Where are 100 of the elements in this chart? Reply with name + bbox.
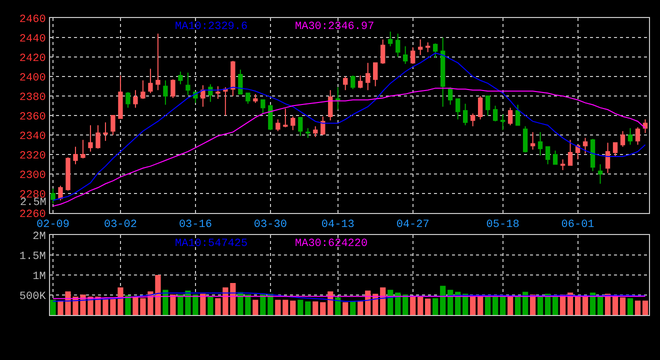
candlestick <box>388 31 393 47</box>
bar <box>448 290 454 315</box>
bar <box>208 296 214 315</box>
candlestick <box>508 107 513 126</box>
candlestick <box>73 146 78 165</box>
bar <box>290 300 296 315</box>
candlestick <box>522 126 528 154</box>
y-tick-label: 500K <box>19 290 46 303</box>
y-tick-label: 2380 <box>19 92 46 104</box>
candlestick <box>426 42 430 53</box>
bar <box>500 296 506 315</box>
bar <box>440 286 446 315</box>
candlestick <box>590 138 596 172</box>
candlestick <box>635 126 640 146</box>
bar <box>574 296 581 315</box>
candlestick <box>492 105 498 122</box>
y-tick-label: 2400 <box>19 72 46 84</box>
bar <box>620 297 626 315</box>
candlestick <box>410 46 416 64</box>
candlestick <box>620 130 626 148</box>
bar <box>627 298 634 315</box>
candlestick <box>306 128 310 138</box>
y-tick-label: 2340 <box>19 130 46 143</box>
bar <box>508 296 514 315</box>
y-tick-label: 2360 <box>19 111 46 124</box>
bar <box>612 296 618 315</box>
bar <box>590 292 596 315</box>
candlestick <box>50 188 56 204</box>
bar <box>395 292 401 315</box>
candlestick <box>178 71 183 85</box>
bar <box>388 290 394 315</box>
bar <box>402 294 408 315</box>
y-tick-label: 1.5M <box>19 250 46 263</box>
candlestick <box>163 80 168 106</box>
bar <box>342 302 348 315</box>
line-series <box>52 52 646 201</box>
candlestick <box>343 76 348 91</box>
candlestick <box>238 69 243 95</box>
bar <box>50 300 56 315</box>
candlestick <box>568 139 573 166</box>
bar <box>418 296 424 315</box>
candlestick <box>598 164 603 184</box>
candlestick <box>110 115 116 136</box>
y-tick-label: 2460 <box>19 14 46 26</box>
bar <box>200 294 206 315</box>
candlestick <box>230 60 236 96</box>
text: MA10:547425 <box>175 238 248 250</box>
x-tick-label: 03-30 <box>254 219 287 232</box>
candlestick <box>66 156 70 192</box>
candlestick <box>470 113 476 127</box>
x-tick-label: 03-02 <box>104 219 137 232</box>
candlestick <box>485 96 490 116</box>
bar <box>492 296 498 315</box>
bar <box>597 296 604 315</box>
candlestick <box>80 139 86 159</box>
bar <box>350 301 356 315</box>
candlestick <box>515 104 520 126</box>
candlestick <box>612 142 618 157</box>
x-tick-label: 03-16 <box>178 219 212 232</box>
bar <box>170 294 176 315</box>
bar <box>537 296 544 315</box>
x-tick-label: 05-18 <box>486 219 520 232</box>
candlestick <box>552 150 558 165</box>
candlestick <box>448 86 453 106</box>
bar <box>238 292 244 315</box>
x-tick-label: 06-01 <box>561 219 595 232</box>
bar <box>305 301 311 315</box>
candlestick <box>418 38 423 56</box>
bar <box>260 294 266 315</box>
line-series <box>52 88 646 207</box>
y-tick-label: 2320 <box>19 150 46 162</box>
text: 2.5M <box>20 197 46 209</box>
x-tick-label: 04-27 <box>396 219 430 232</box>
candlestick <box>440 37 446 108</box>
y-tick-label: 2300 <box>19 170 46 182</box>
y-tick-label: 1M <box>32 270 46 283</box>
bar <box>215 298 221 315</box>
bar <box>522 292 528 315</box>
candlestick <box>283 108 288 128</box>
candlestick <box>328 90 333 121</box>
candlestick <box>358 75 363 89</box>
candlestick <box>186 72 190 96</box>
candlestick <box>156 33 160 91</box>
candlestick <box>223 86 228 116</box>
bar <box>380 287 386 315</box>
candlestick <box>216 86 220 100</box>
bar <box>470 296 476 315</box>
candlestick <box>396 33 400 58</box>
candlestick <box>58 185 63 201</box>
bar <box>365 290 371 315</box>
bar <box>125 295 131 315</box>
bar <box>514 296 521 315</box>
bar <box>485 296 491 315</box>
candlestick <box>170 78 176 98</box>
candlestick <box>103 122 108 142</box>
candlestick <box>582 137 588 154</box>
x-tick-label: 02-09 <box>36 219 70 232</box>
candlestick <box>478 96 483 120</box>
text: MA30:624220 <box>295 238 368 250</box>
bar <box>530 294 536 315</box>
